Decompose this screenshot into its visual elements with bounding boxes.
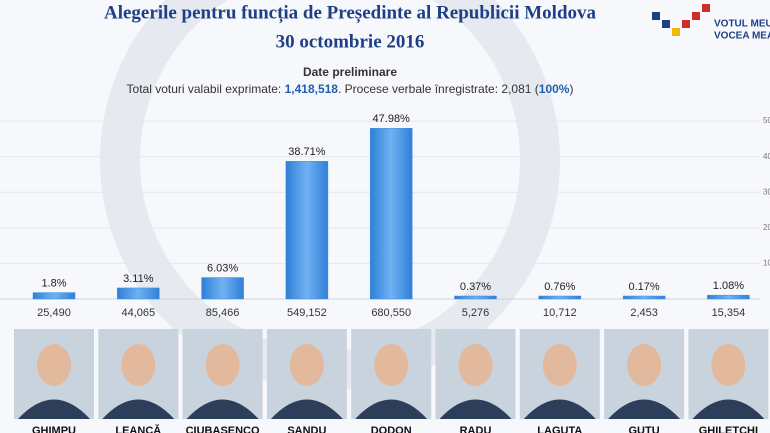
candidate-photo	[519, 329, 600, 419]
photo-body	[439, 399, 512, 419]
bar	[369, 128, 413, 300]
vote-count: 85,466	[206, 307, 240, 319]
photo-body	[270, 399, 343, 419]
candidate-photo	[182, 329, 263, 419]
date: 30 octombrie 2016	[276, 31, 425, 52]
y-tick-label: 10	[763, 259, 770, 268]
photo-head	[542, 344, 577, 386]
y-tick-label: 50	[763, 116, 770, 125]
value-label: 6.03%	[207, 262, 238, 274]
bar	[117, 287, 160, 300]
photo-head	[458, 344, 493, 386]
value-label: 0.76%	[544, 281, 575, 293]
candidate-photo	[98, 329, 179, 419]
photo-body	[355, 399, 428, 419]
bar	[32, 292, 76, 300]
y-tick-label: 30	[763, 187, 770, 196]
vote-count: 680,550	[371, 307, 411, 319]
logo-text: VOCEA MEA	[714, 31, 770, 42]
title: Alegerile pentru funcția de Președinte a…	[104, 2, 597, 23]
candidate-name: GUȚU	[629, 425, 660, 433]
bar	[707, 294, 750, 300]
y-tick-label: 40	[763, 152, 770, 161]
candidate-name: DODON	[371, 425, 412, 433]
photo-head	[205, 344, 240, 386]
value-label: 47.98%	[373, 113, 411, 125]
photo-body	[186, 399, 259, 419]
vote-count: 25,490	[37, 307, 71, 319]
photo-head	[289, 344, 324, 386]
status: Date preliminare	[303, 65, 397, 79]
candidate-name: CIUBAȘENCO	[186, 425, 260, 433]
summary: Total voturi valabil exprimate: 1,418,51…	[127, 82, 574, 96]
photo-body	[523, 399, 596, 419]
vote-count: 549,152	[287, 307, 327, 319]
photo-head	[711, 344, 746, 386]
photo-head	[37, 344, 71, 386]
candidate-name: SANDU	[287, 425, 326, 433]
vote-count: 2,453	[630, 307, 658, 319]
summary-text: . Procese verbale înregistrate: 2,081 (	[338, 82, 539, 96]
value-label: 1.8%	[41, 278, 66, 290]
value-label: 3.11%	[123, 273, 154, 285]
summary-text: )	[569, 82, 573, 96]
vote-count: 5,276	[462, 307, 490, 319]
photo-body	[608, 399, 681, 419]
candidate-photo	[266, 329, 347, 419]
candidate-photo	[604, 329, 685, 419]
photo-body	[692, 399, 765, 419]
photo-head	[374, 344, 409, 386]
candidate-photo	[351, 329, 432, 419]
photo-head	[627, 344, 662, 386]
value-label: 38.71%	[288, 146, 326, 158]
vote-count: 10,712	[543, 307, 577, 319]
candidate-name: LAGUTA	[537, 425, 582, 433]
bar	[454, 295, 497, 300]
candidate-photo	[435, 329, 516, 419]
candidate-name: RADU	[460, 425, 492, 433]
plot: 10 20 30 40 50 1.8% 25,490 GHIMPU 3.11% 44,065 LEA…	[0, 113, 770, 433]
candidate-name: GHIMPU	[32, 425, 76, 433]
candidate-photo	[688, 329, 769, 419]
photo-head	[121, 344, 156, 386]
summary-percent: 100%	[539, 82, 570, 96]
value-label: 0.37%	[460, 281, 491, 293]
value-label: 0.17%	[628, 281, 659, 293]
photo-body	[102, 399, 175, 419]
y-tick-label: 20	[763, 223, 770, 232]
bar	[201, 277, 244, 300]
candidate-name: GHILEȚCHI	[699, 425, 758, 433]
candidate-name: LEANCĂ	[115, 424, 161, 433]
candidate-photo	[14, 329, 94, 419]
logo: VOTUL MEU VOCEA MEA	[652, 4, 770, 42]
summary-text: Total voturi valabil exprimate:	[127, 82, 285, 96]
bar	[622, 295, 666, 300]
vote-count: 15,354	[712, 307, 746, 319]
bar	[285, 161, 329, 300]
logo-text: VOTUL MEU	[714, 19, 770, 30]
value-label: 1.08%	[713, 280, 744, 292]
photo-body	[18, 399, 90, 419]
summary-total: 1,418,518	[285, 82, 339, 96]
bar	[538, 295, 582, 300]
vote-count: 44,065	[121, 307, 155, 319]
